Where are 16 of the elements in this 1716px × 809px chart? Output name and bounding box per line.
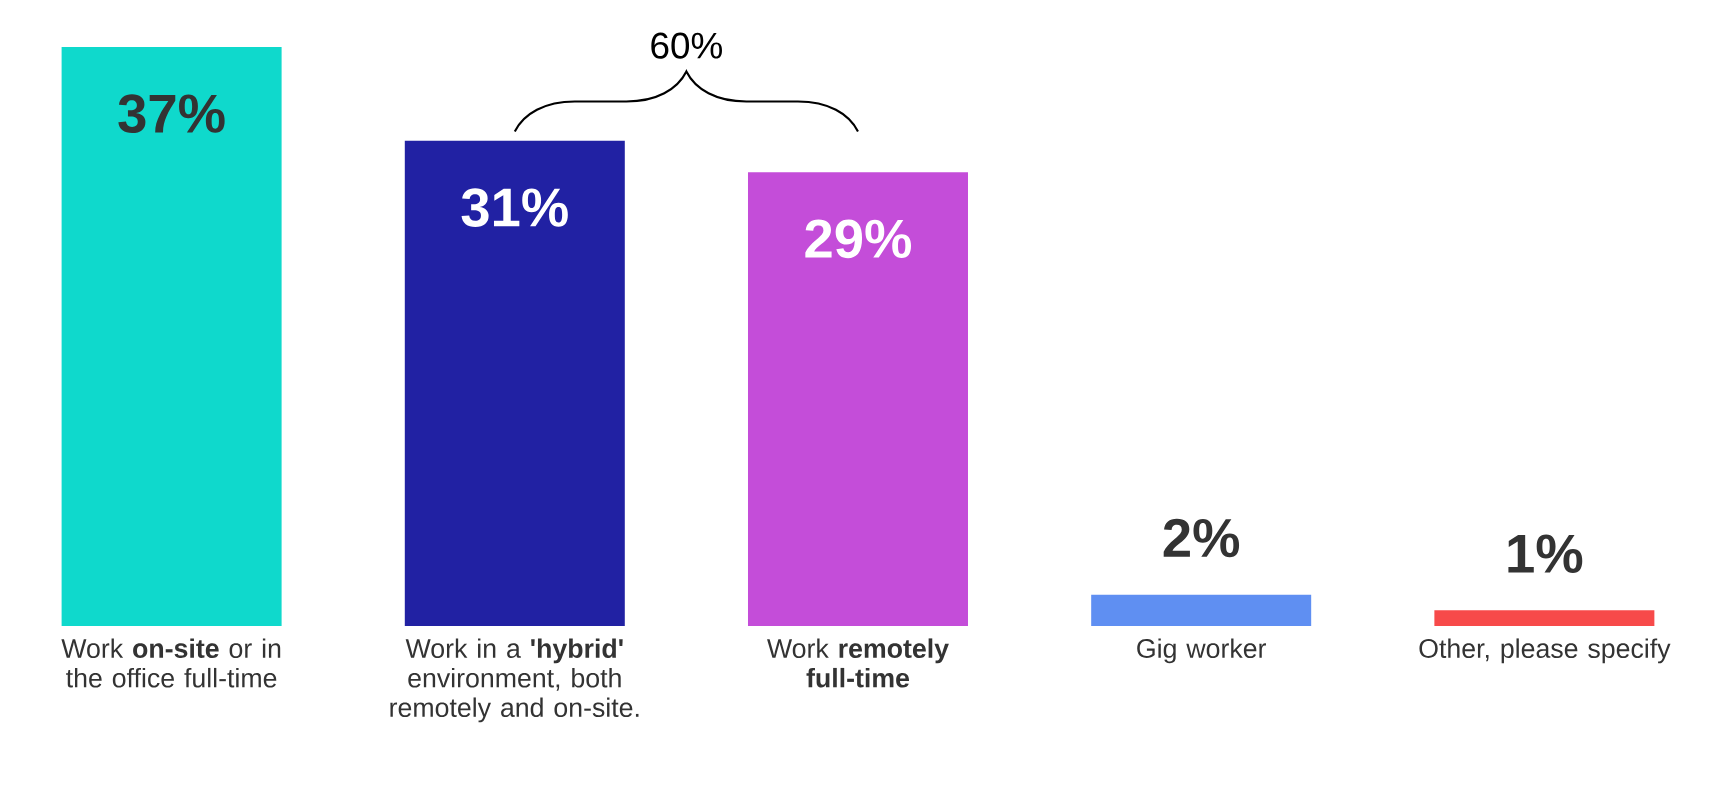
- data-label: 37%: [118, 94, 225, 134]
- x-tick-label: Work in a 'hybrid' environment, both remotely and on-site.: [390, 638, 639, 723]
- x-tick-label: Gig worker: [1137, 638, 1266, 664]
- x-tick-label: Other, please specify: [1419, 638, 1671, 664]
- data-label: 2%: [1163, 518, 1240, 558]
- bar: [1091, 594, 1312, 626]
- bar: [1434, 610, 1655, 626]
- bar: [61, 46, 282, 626]
- x-tick-label: Work remotely full-time: [767, 638, 949, 688]
- bar: [404, 140, 625, 626]
- data-label: 31%: [461, 188, 568, 227]
- bar: [747, 172, 968, 626]
- annotation: 60%: [651, 32, 722, 59]
- data-label: 29%: [805, 219, 912, 259]
- data-label: 1%: [1508, 534, 1583, 573]
- x-tick-label: Work on-site or in the office full-time: [61, 638, 281, 688]
